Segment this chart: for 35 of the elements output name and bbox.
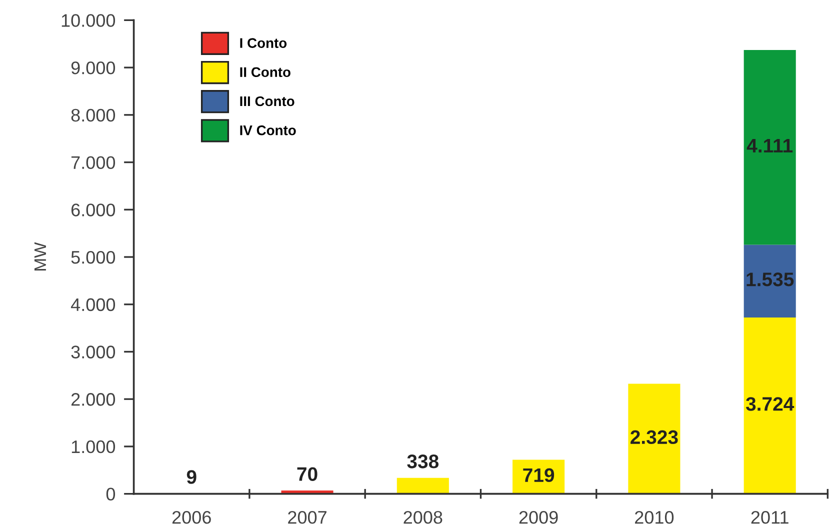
data-label: 1.535: [746, 272, 794, 286]
legend-label: IV Conto: [240, 125, 296, 136]
y-tick-label: 6.000: [71, 204, 116, 216]
y-tick-label: 1.000: [72, 440, 116, 454]
x-tick-label: 2009: [519, 510, 558, 524]
data-label: 338: [407, 454, 439, 468]
y-tick-label: 9.000: [71, 61, 116, 74]
bar: [744, 317, 796, 494]
x-tick-label: 2011: [751, 510, 788, 524]
y-tick-label: 4.000: [70, 298, 116, 312]
y-tick-label: 2.000: [71, 393, 116, 406]
data-label: 3.724: [746, 397, 794, 411]
x-tick-label: 2007: [288, 510, 326, 524]
data-label: 719: [523, 468, 554, 482]
x-tick-label: 2006: [172, 510, 211, 524]
bar: [744, 50, 796, 245]
data-label: 9: [186, 470, 196, 484]
data-label: 2.323: [630, 430, 678, 444]
y-tick-label: 5.000: [71, 250, 116, 264]
y-tick-label: 8.000: [71, 108, 116, 122]
y-axis-title: MW: [34, 242, 46, 270]
data-label: 70: [297, 467, 318, 481]
y-tick-label: 7.000: [71, 156, 116, 169]
bar: [396, 478, 449, 494]
bar: [628, 384, 680, 494]
legend-label: I Conto: [240, 38, 287, 48]
y-tick-label: 0: [106, 488, 116, 501]
data-label: 4.111: [746, 139, 793, 152]
legend-label: III Conto: [240, 96, 294, 106]
x-tick-label: 2008: [404, 510, 442, 524]
x-tick-label: 2010: [635, 510, 674, 524]
y-tick-label: 3.000: [71, 346, 116, 358]
bar: [744, 244, 796, 318]
y-tick-label: 10.000: [62, 14, 116, 27]
legend-label: II Conto: [240, 67, 290, 78]
